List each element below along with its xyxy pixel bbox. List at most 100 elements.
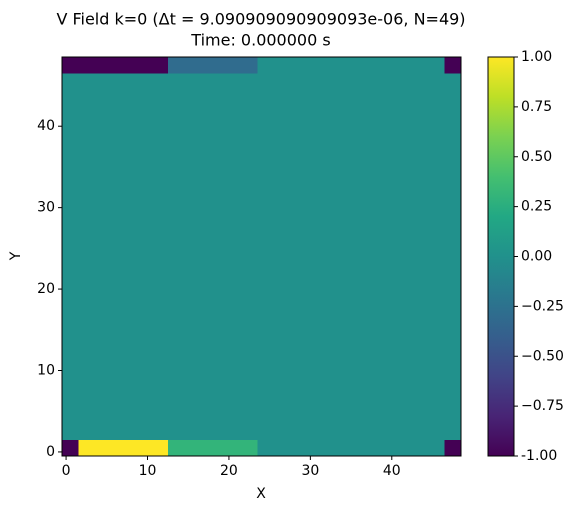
cell: [151, 146, 161, 156]
cell: [167, 171, 177, 180]
colorbar-tick-label: 0.50: [521, 149, 552, 165]
cell: [127, 293, 136, 302]
cell: [404, 114, 413, 123]
cell: [273, 114, 283, 123]
cell: [420, 333, 429, 343]
cell: [249, 293, 258, 302]
cell: [200, 350, 209, 359]
cell: [110, 228, 120, 237]
cell: [412, 162, 421, 172]
cell: [322, 325, 332, 335]
cell: [102, 342, 112, 351]
cell: [363, 114, 372, 123]
cell: [257, 317, 266, 327]
cell: [404, 333, 413, 343]
cell: [330, 211, 340, 221]
cell: [428, 81, 437, 90]
cell: [314, 423, 323, 432]
cell: [159, 146, 169, 156]
cell: [298, 333, 307, 343]
cell: [110, 301, 120, 310]
cell: [102, 179, 112, 188]
cell: [127, 89, 136, 99]
cell: [314, 105, 323, 115]
cell: [444, 276, 454, 286]
cell: [265, 423, 275, 432]
cell: [444, 358, 454, 367]
cell: [143, 219, 152, 229]
cell: [151, 65, 161, 74]
cell: [322, 105, 332, 115]
cell: [216, 219, 226, 229]
cell: [298, 211, 307, 221]
cell: [387, 114, 397, 123]
cell: [404, 447, 413, 457]
colorbar-tick-label: −0.75: [521, 398, 564, 414]
cell: [428, 415, 437, 424]
cell: [314, 244, 323, 253]
cell: [387, 325, 397, 335]
cell: [355, 366, 364, 375]
cell: [412, 81, 421, 90]
cell: [102, 228, 112, 237]
cell: [200, 252, 209, 261]
cell: [224, 399, 234, 408]
cell: [135, 301, 144, 310]
cell: [119, 317, 128, 327]
cell: [412, 317, 421, 327]
cell: [208, 203, 218, 213]
cell: [371, 350, 380, 359]
cell: [420, 65, 429, 74]
cell: [224, 179, 234, 188]
cell: [176, 390, 185, 400]
cell: [143, 195, 152, 204]
cell: [371, 252, 380, 261]
cell: [94, 366, 104, 375]
cell: [200, 228, 209, 237]
cell: [86, 447, 95, 457]
cell: [306, 366, 315, 375]
cell: [379, 399, 389, 408]
cell: [347, 309, 356, 318]
cell: [176, 423, 185, 432]
cell: [330, 333, 340, 343]
cell: [355, 57, 364, 66]
cell: [200, 431, 209, 441]
cell: [94, 382, 104, 392]
cell: [330, 171, 340, 180]
cell: [159, 415, 169, 424]
cell: [444, 228, 454, 237]
cell: [94, 81, 104, 90]
cell: [452, 162, 462, 172]
cell: [233, 399, 242, 408]
cell: [273, 276, 283, 286]
cell: [371, 276, 380, 286]
cell: [265, 138, 275, 147]
cell: [86, 325, 95, 335]
cell: [62, 138, 71, 147]
cell: [355, 171, 364, 180]
cell: [355, 244, 364, 253]
cell: [110, 399, 120, 408]
cell: [176, 447, 185, 457]
cell: [257, 390, 266, 400]
cell: [306, 244, 315, 253]
cell: [379, 105, 389, 115]
cell: [192, 211, 201, 221]
cell: [192, 293, 201, 302]
cell: [395, 350, 405, 359]
cell: [322, 187, 332, 196]
cell: [306, 171, 315, 180]
cell: [444, 130, 454, 139]
cell: [298, 171, 307, 180]
cell: [355, 195, 364, 204]
cell: [167, 81, 177, 90]
cell: [78, 285, 87, 294]
cell: [281, 105, 291, 115]
cell: [110, 276, 120, 286]
cell: [143, 105, 152, 115]
cell: [208, 439, 218, 449]
cell: [338, 399, 348, 408]
cell: [371, 285, 380, 294]
cell: [395, 333, 405, 343]
